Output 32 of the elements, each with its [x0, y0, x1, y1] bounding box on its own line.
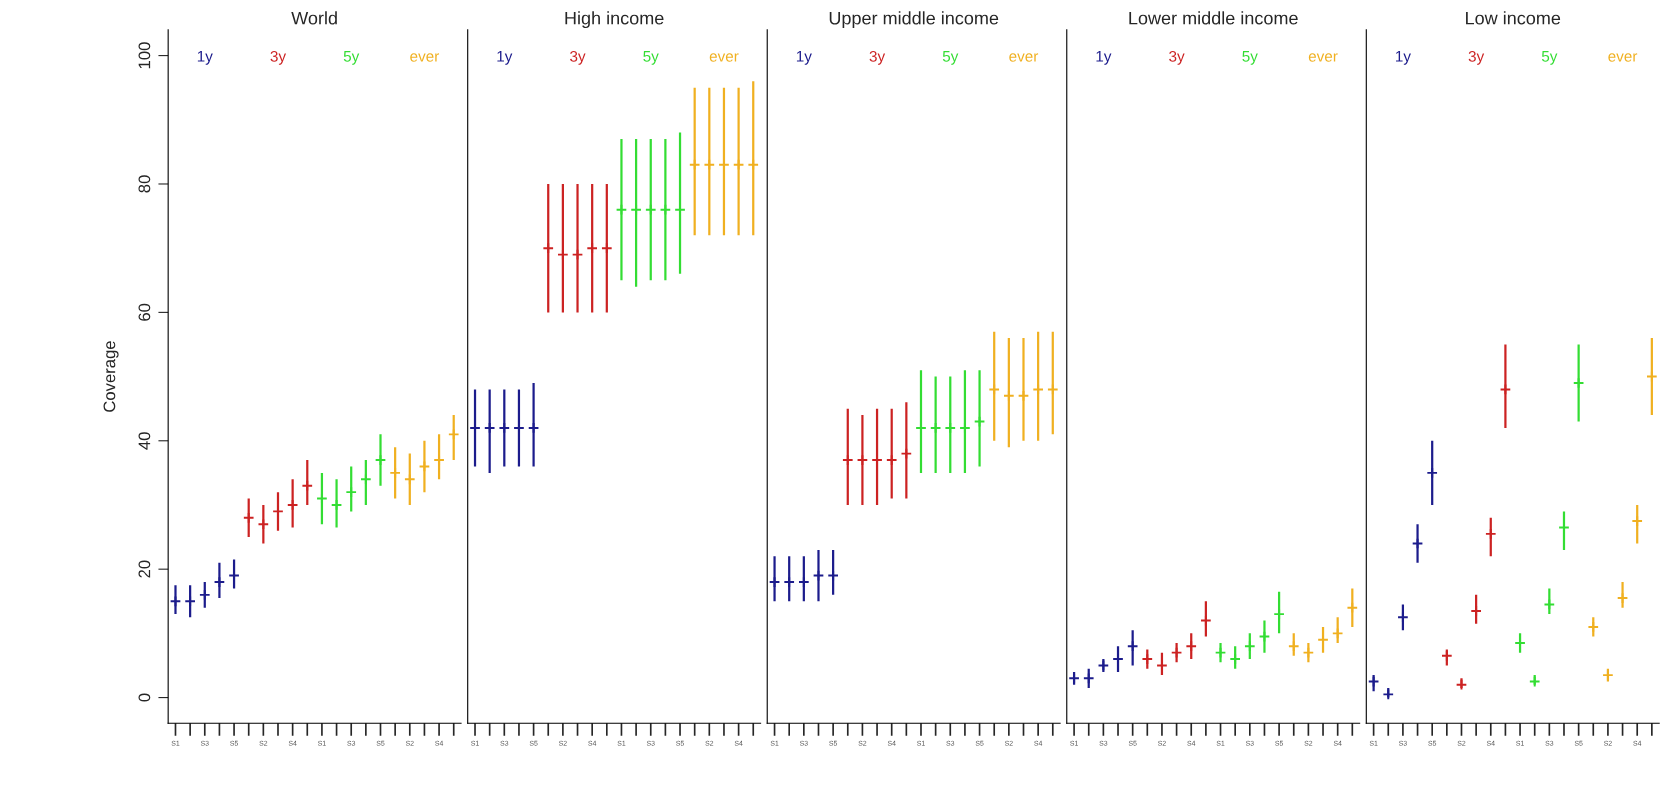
text: 3y [570, 50, 586, 65]
text: 3y [1468, 50, 1485, 65]
chart-title: Low income [1466, 11, 1561, 25]
text: 1y [197, 51, 213, 65]
y-tick-label: 20 [138, 560, 151, 578]
text: ever [1608, 53, 1638, 62]
text: ever [1009, 53, 1039, 62]
text: 5y [343, 51, 360, 65]
text: 5y [1541, 51, 1558, 65]
text: ever [410, 53, 440, 62]
text: 5y [643, 51, 659, 65]
y-tick-label: 100 [138, 42, 151, 69]
text: 1y [497, 51, 513, 65]
text: ever [1308, 53, 1338, 62]
y-tick-label: 40 [138, 432, 151, 450]
text: 3y [270, 50, 287, 65]
chart-title: Upper middle income [829, 11, 999, 29]
text: 1y [796, 51, 812, 65]
chart-title: Lower middle income [1129, 11, 1298, 25]
text: 1y [1396, 51, 1411, 65]
text: 5y [1242, 51, 1258, 65]
chart-title: World [291, 11, 337, 25]
text: 5y [942, 51, 959, 65]
text: 1y [1096, 51, 1112, 65]
text: 3y [869, 50, 886, 65]
y-tick-label: 80 [138, 175, 151, 193]
chart-title: High income [565, 11, 664, 29]
y-axis-title: Coverage [103, 341, 119, 412]
text: 3y [1169, 50, 1185, 65]
text: ever [709, 53, 739, 62]
y-tick-label: 0 [138, 693, 151, 702]
y-tick-label: 60 [138, 303, 151, 321]
